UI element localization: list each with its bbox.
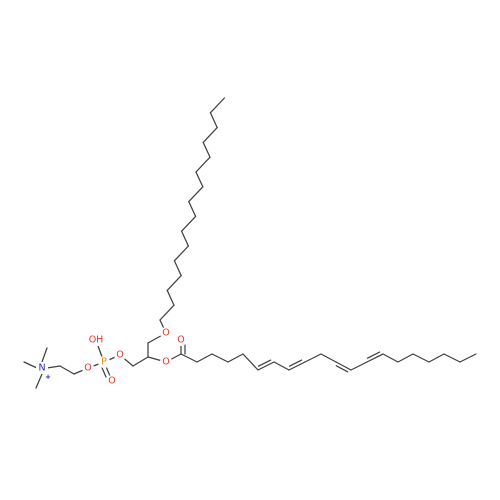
acyl-chain-bond: [335, 361, 352, 371]
hexadecyl-chain-bond: [209, 112, 218, 129]
hexadecyl-chain-bond: [166, 274, 182, 292]
hexadecyl-chain-bond: [209, 97, 226, 114]
acyl-chain-bond: [304, 353, 322, 363]
acyl-chain-bond: [397, 353, 414, 363]
phosphate-double-oxygen: O: [106, 375, 118, 387]
ether-oxygen: O: [160, 327, 172, 339]
hexadecyl-chain-bond: [188, 186, 204, 203]
acyl-chain-bond: [382, 353, 399, 363]
acyl-chain-bond: [320, 353, 337, 363]
acyl-chain-bond: [412, 353, 430, 363]
acyl-chain-bond: [211, 353, 229, 363]
acyl-double-bond: [366, 351, 381, 359]
acyl-chain-bond: [257, 361, 275, 371]
ammonium-nitrogen: N +: [36, 362, 51, 381]
carbonyl-oxygen-label: O: [177, 335, 184, 346]
hexadecyl-chain-bond: [166, 289, 175, 306]
phosphate-hydroxyl: OH: [89, 334, 104, 346]
hexadecyl-chain-bond: [202, 126, 218, 144]
ammonium-charge-label: +: [45, 373, 51, 381]
hexadecyl-chain-bond: [173, 245, 190, 262]
acyl-chain-bond: [459, 353, 477, 363]
ether-oxygen-label: O: [162, 328, 169, 339]
acyl-chain-bond: [180, 353, 198, 363]
acyl-chain-bond: [443, 353, 461, 363]
phosphate-double-oxygen-label: O: [108, 376, 115, 387]
phosphate-ester-oxygen-choline: O: [82, 362, 94, 374]
methyl-bond: [23, 361, 38, 369]
ammonium-nitrogen-label: N: [38, 363, 45, 374]
acyl-chain-bond: [366, 353, 384, 363]
acyl-chain-bond: [196, 353, 213, 363]
acyl-chain-bond: [227, 353, 244, 363]
hexadecyl-chain-bond: [195, 156, 211, 173]
acyl-double-bond: [335, 365, 349, 373]
phosphate-ester-oxygen-choline-label: O: [84, 363, 91, 374]
methyl-bond: [41, 347, 48, 363]
hexadecyl-chain-bond: [180, 230, 190, 247]
ester-oxygen-label: O: [162, 357, 169, 368]
glycerol-bond: [132, 356, 149, 367]
phosphate-ester-oxygen-glycerol: O: [114, 349, 126, 361]
hexadecyl-chain-bond: [195, 171, 204, 188]
choline-bond: [59, 365, 75, 375]
acyl-chain-bond: [273, 361, 290, 371]
phosphorus-label: P: [101, 357, 107, 368]
hexadecyl-chain-bond: [188, 200, 197, 218]
hexadecyl-chain-bond: [180, 215, 197, 232]
ester-oxygen: O: [160, 356, 172, 368]
choline-bond: [46, 365, 61, 369]
hexadecyl-chain-bond: [173, 260, 182, 277]
bond-layer: [23, 97, 477, 389]
acyl-double-bond: [288, 359, 303, 367]
acyl-chain-bond: [350, 361, 368, 371]
hexadecyl-chain-bond: [159, 304, 175, 321]
phosphate-hydroxyl-label: OH: [89, 335, 104, 346]
hexadecyl-chain-bond: [202, 141, 211, 158]
acyl-chain-bond: [242, 353, 259, 371]
atom-label-layer: O O O O OH P O O: [36, 327, 187, 387]
phosphate-ester-oxygen-glycerol-label: O: [116, 350, 123, 361]
phosphorus: P: [98, 356, 110, 368]
methyl-bond: [35, 373, 43, 389]
acyl-chain-bond: [428, 353, 445, 363]
carbonyl-oxygen: O: [175, 334, 187, 346]
acyl-double-bond: [257, 359, 272, 367]
acyl-chain-bond: [288, 361, 306, 371]
